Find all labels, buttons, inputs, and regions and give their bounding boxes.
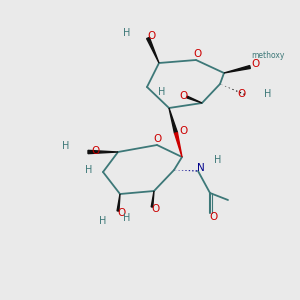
Text: methoxy: methoxy xyxy=(251,50,285,59)
Text: O: O xyxy=(148,31,156,41)
Text: H: H xyxy=(158,87,166,97)
Polygon shape xyxy=(187,96,202,103)
Text: N: N xyxy=(197,163,205,173)
Text: H: H xyxy=(214,155,222,165)
Text: O: O xyxy=(91,146,99,156)
Text: H: H xyxy=(62,141,70,151)
Text: H: H xyxy=(123,28,131,38)
Polygon shape xyxy=(169,108,178,134)
Text: O: O xyxy=(251,59,259,69)
Text: O: O xyxy=(151,204,159,214)
Polygon shape xyxy=(224,66,250,73)
Polygon shape xyxy=(117,194,120,211)
Text: H: H xyxy=(264,89,272,99)
Text: O: O xyxy=(237,89,245,99)
Polygon shape xyxy=(175,133,182,157)
Text: H: H xyxy=(123,213,131,223)
Text: H: H xyxy=(99,216,107,226)
Text: O: O xyxy=(118,208,126,218)
Text: H: H xyxy=(85,165,93,175)
Text: O: O xyxy=(154,134,162,144)
Text: O: O xyxy=(193,49,201,59)
Polygon shape xyxy=(88,150,118,154)
Polygon shape xyxy=(151,191,154,207)
Text: O: O xyxy=(209,212,217,222)
Text: O: O xyxy=(180,91,188,101)
Text: O: O xyxy=(180,126,188,136)
Polygon shape xyxy=(147,38,159,63)
